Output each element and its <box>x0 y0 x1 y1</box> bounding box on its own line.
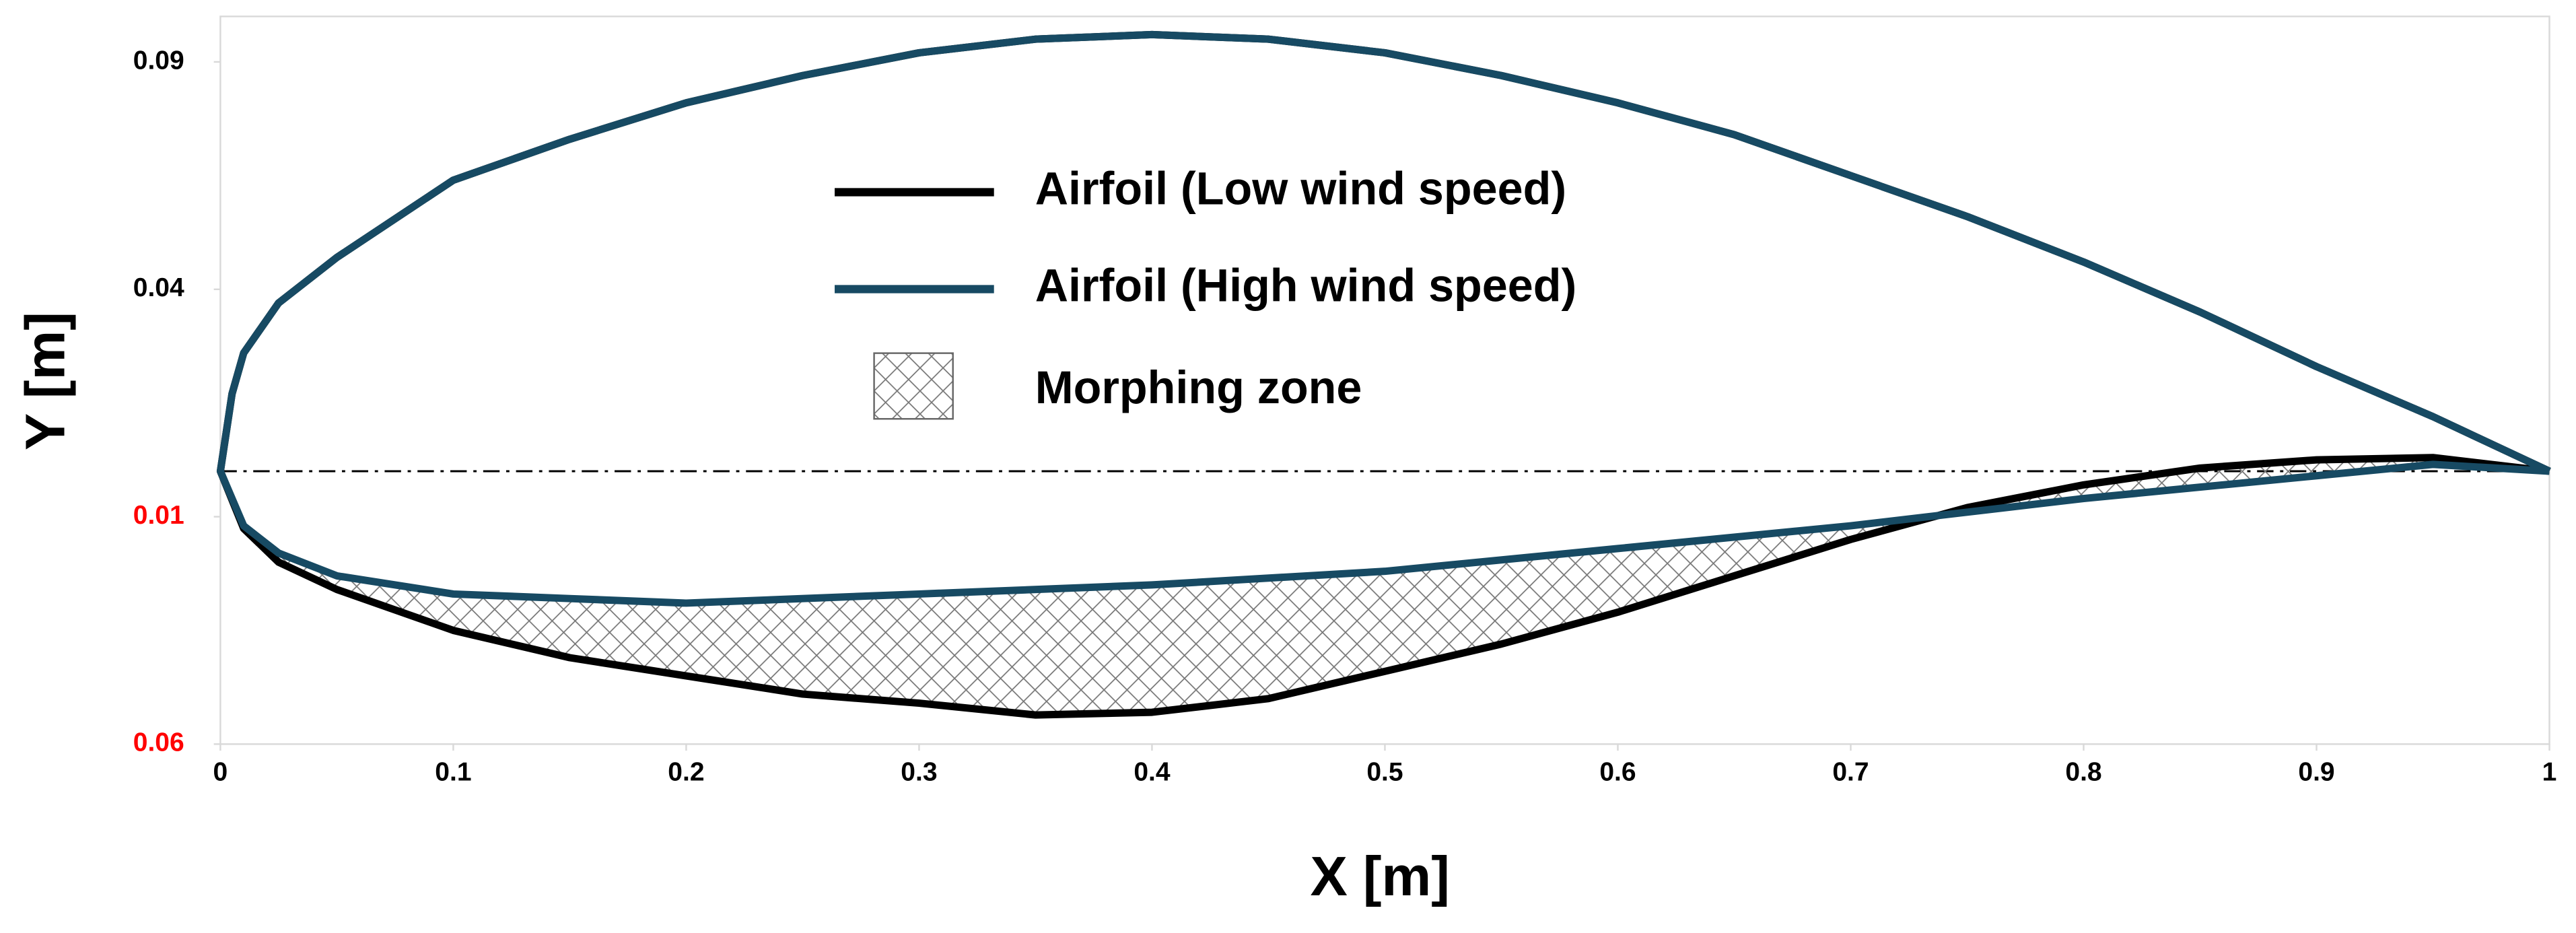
x-tick-label: 0.8 <box>2065 758 2101 787</box>
x-tick-label: 0.5 <box>1366 758 1403 787</box>
x-tick-label: 0.7 <box>1832 758 1869 787</box>
legend-label: Airfoil (Low wind speed) <box>1035 164 1566 215</box>
legend-label: Airfoil (High wind speed) <box>1035 261 1577 312</box>
x-tick-label: 0.4 <box>1134 758 1171 787</box>
legend-label: Morphing zone <box>1035 362 1362 413</box>
x-tick-label: 0.2 <box>668 758 704 787</box>
x-tick-label: 0.6 <box>1599 758 1636 787</box>
y-tick-label: 0.09 <box>133 46 184 75</box>
x-tick-label: 0 <box>213 758 228 787</box>
x-tick-label: 0.9 <box>2298 758 2334 787</box>
series-line <box>216 30 2551 607</box>
y-tick-label: 0.01 <box>133 501 184 530</box>
y-tick-label: 0.04 <box>133 273 184 302</box>
x-tick-label: 0.3 <box>901 758 937 787</box>
legend: Airfoil (Low wind speed) Airfoil (High w… <box>835 164 1577 420</box>
y-tick-label: 0.06 <box>133 728 184 757</box>
x-axis-label: X [m] <box>1310 845 1449 907</box>
x-tick-label: 1 <box>2542 758 2557 787</box>
x-tick-label: 0.1 <box>435 758 471 787</box>
morphing-zone <box>220 457 2550 716</box>
y-axis-label: Y [m] <box>14 312 77 450</box>
legend-swatch <box>873 352 954 420</box>
